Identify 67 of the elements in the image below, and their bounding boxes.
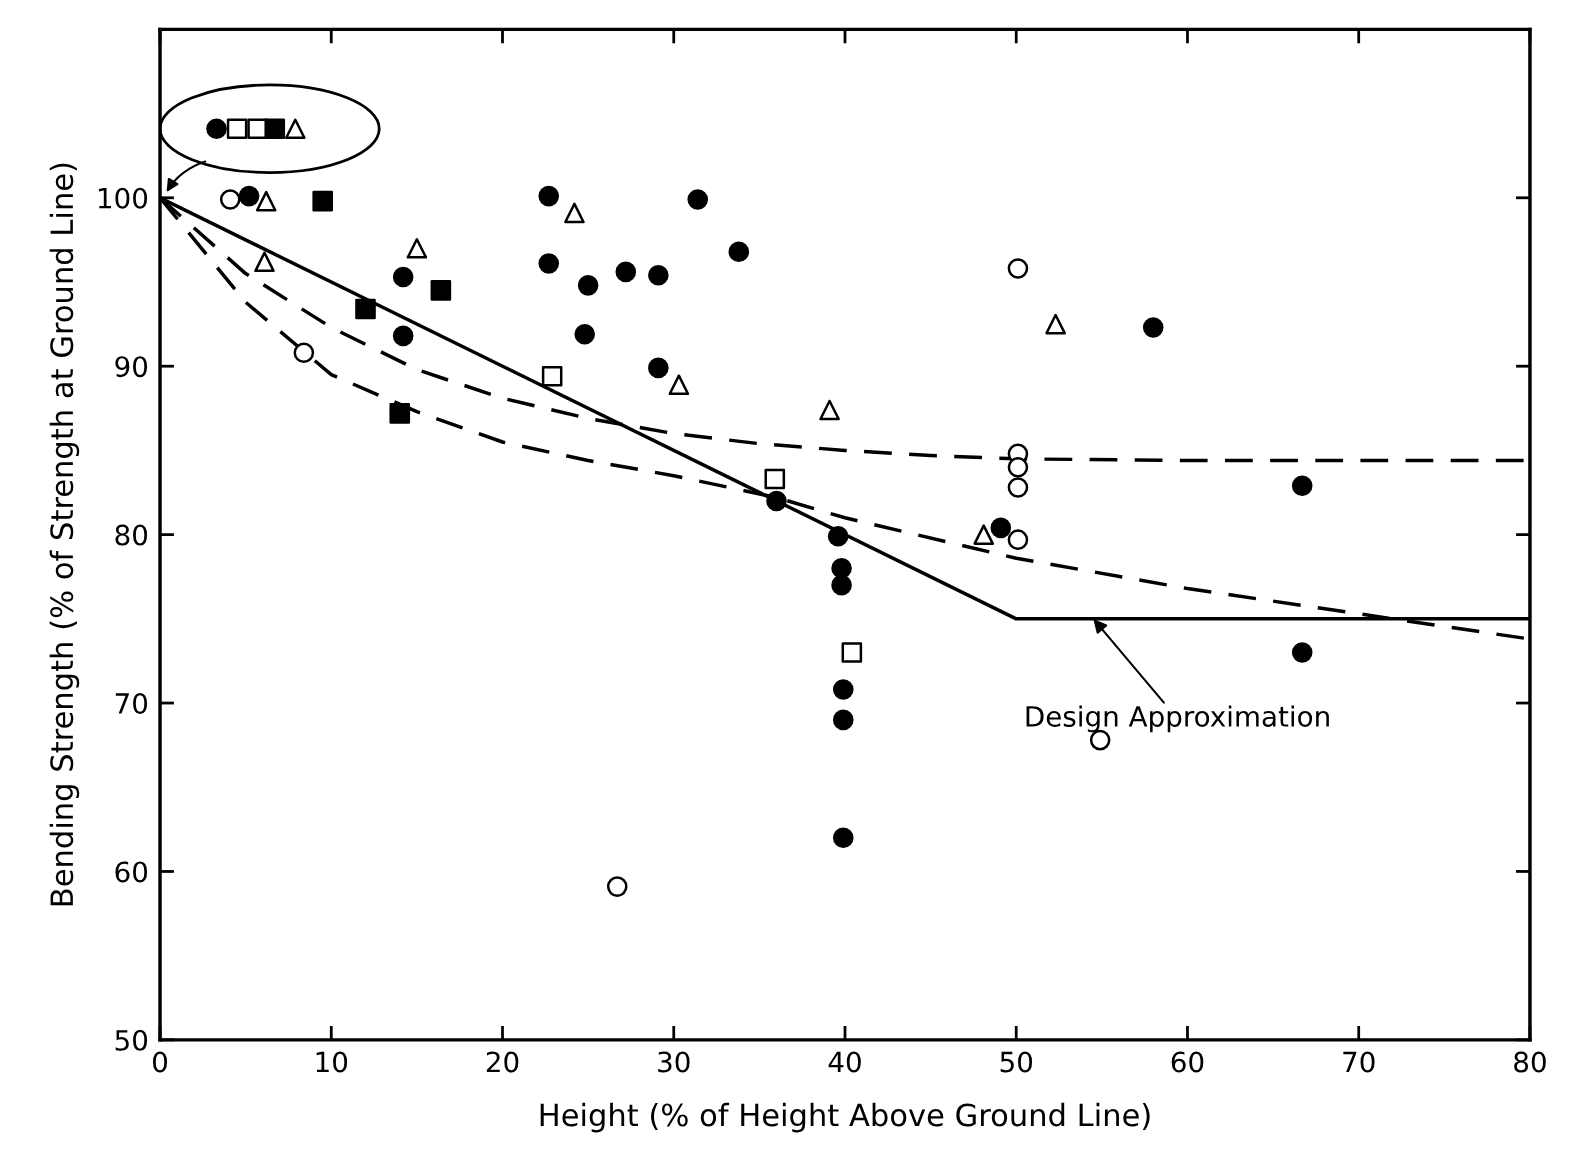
point xyxy=(392,325,414,347)
point xyxy=(831,558,852,579)
x-tick-label: 30 xyxy=(658,1051,690,1073)
point xyxy=(827,526,849,547)
x-tick-label: 10 xyxy=(316,1051,348,1073)
point xyxy=(1142,317,1164,338)
x-tick-label: 20 xyxy=(486,1051,519,1073)
x-tick-label: 50 xyxy=(1000,1051,1033,1073)
y-tick-label: 50 xyxy=(115,1029,148,1051)
point xyxy=(606,876,628,897)
point xyxy=(973,524,994,545)
point xyxy=(293,342,315,364)
point xyxy=(648,357,669,379)
point xyxy=(406,238,428,259)
point xyxy=(832,679,854,700)
point xyxy=(574,323,595,345)
y-tick-label: 70 xyxy=(115,692,148,714)
y-tick-label: 100 xyxy=(98,187,148,209)
point xyxy=(355,298,376,320)
y-tick-label: 60 xyxy=(115,861,148,883)
x-tick-label: 70 xyxy=(1343,1051,1375,1073)
point xyxy=(264,118,286,140)
point xyxy=(831,574,852,596)
y-tick-label: 80 xyxy=(115,524,148,546)
point xyxy=(312,190,333,212)
x-axis-title: Height (% of Height Above Ground Line) xyxy=(540,1102,1150,1133)
point xyxy=(1007,529,1029,550)
point xyxy=(541,366,563,387)
point xyxy=(764,468,786,490)
point xyxy=(841,642,863,663)
x-tick-label: 80 xyxy=(1514,1051,1546,1073)
point xyxy=(206,118,227,140)
point xyxy=(1007,456,1029,478)
point xyxy=(668,374,690,396)
point xyxy=(538,253,560,274)
point xyxy=(832,709,854,731)
point xyxy=(990,517,1012,539)
point xyxy=(687,189,709,210)
point xyxy=(648,264,669,286)
x-tick-label: 0 xyxy=(153,1051,168,1073)
point xyxy=(219,189,241,210)
annotation: Design Approximation xyxy=(1026,705,1329,733)
point xyxy=(1291,642,1313,663)
y-axis-title: Bending Strength (% of Strength at Ground Line) xyxy=(49,163,80,906)
x-tick-label: 40 xyxy=(828,1051,861,1073)
point xyxy=(728,241,750,262)
point xyxy=(1007,477,1029,498)
point xyxy=(254,251,275,273)
point xyxy=(1291,475,1313,497)
point xyxy=(392,266,414,288)
point xyxy=(226,118,248,140)
point xyxy=(832,827,854,849)
point xyxy=(615,261,637,283)
point xyxy=(564,202,585,224)
point xyxy=(389,403,411,424)
point xyxy=(1007,258,1029,279)
point xyxy=(577,275,599,296)
x-tick-label: 60 xyxy=(1171,1051,1204,1073)
point xyxy=(430,280,452,301)
point xyxy=(1045,313,1066,335)
point xyxy=(285,118,306,140)
y-tick-label: 90 xyxy=(115,356,148,378)
point xyxy=(255,190,277,212)
point xyxy=(766,490,787,512)
point xyxy=(538,185,560,207)
point xyxy=(819,399,840,421)
point xyxy=(238,185,260,207)
